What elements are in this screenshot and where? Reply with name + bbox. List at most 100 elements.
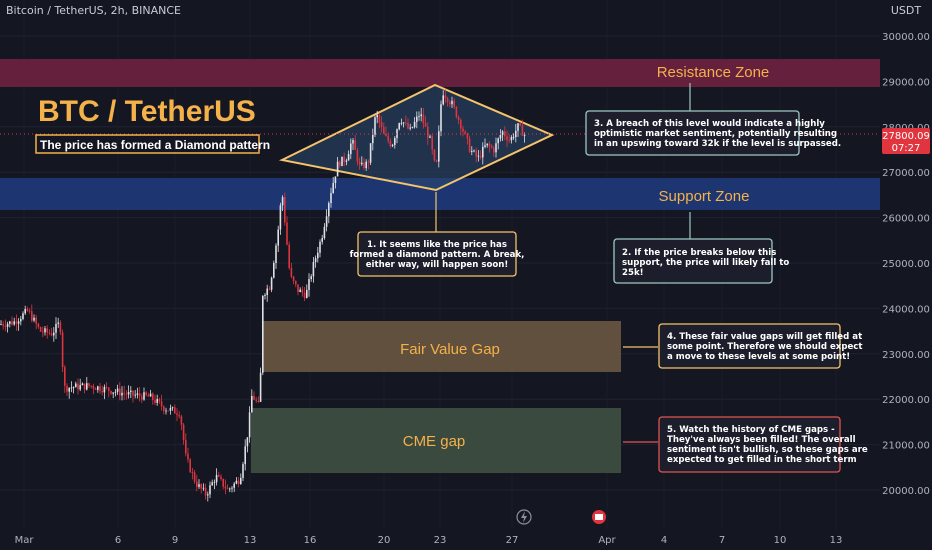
candle-body (389, 140, 392, 147)
candle-body (105, 386, 108, 388)
candle-body (279, 205, 282, 230)
candle-body (332, 183, 334, 194)
note-4-text: 4. These fair value gaps will get filled… (667, 332, 863, 362)
candle-body (163, 406, 165, 411)
candle-body (211, 482, 213, 486)
candle-body (277, 229, 279, 246)
candle-body (416, 116, 418, 122)
candle-body (420, 114, 422, 117)
candle-body (143, 392, 145, 400)
candle-body (435, 160, 438, 162)
candle-body (112, 392, 114, 394)
candle-body (281, 197, 284, 206)
candle-body (424, 123, 427, 127)
candle-body (72, 387, 75, 389)
candle-body (387, 135, 389, 141)
candle-body (519, 123, 521, 126)
candle-body (66, 385, 68, 392)
time-tick-label: 27 (506, 535, 519, 546)
candle-body (198, 484, 200, 487)
candle-body (255, 399, 257, 401)
candle-body (457, 117, 460, 120)
fvg-label: Fair Value Gap (400, 341, 500, 358)
candle-body (433, 149, 436, 161)
candle-body (55, 323, 57, 333)
candle-body (207, 494, 209, 496)
candle-body (460, 119, 462, 129)
candle-body (352, 140, 354, 144)
economic-event-icon[interactable] (592, 510, 606, 524)
current-price-value: 27800.09 (882, 131, 930, 142)
candle-body (147, 395, 150, 397)
chart-title: BTC / TetherUS (38, 95, 256, 128)
candle-body (259, 372, 262, 402)
candle-body (501, 131, 504, 135)
candle-body (343, 156, 345, 162)
candle-body (508, 140, 510, 142)
time-tick-label: 23 (434, 535, 447, 546)
candle-body (347, 154, 350, 161)
candle-body (174, 407, 176, 414)
symbol-info: Bitcoin / TetherUS, 2h, BINANCE (6, 4, 181, 17)
candle-body (354, 140, 356, 150)
candle-body (303, 292, 306, 298)
candle-body (394, 138, 396, 146)
candle-body (506, 136, 508, 141)
price-axis[interactable] (880, 0, 932, 530)
candle-body (94, 388, 97, 390)
candle-body (240, 477, 242, 485)
candle-body (191, 472, 194, 473)
candle-body (253, 395, 255, 400)
candle-body (123, 392, 125, 394)
candle-body (407, 122, 409, 129)
candle-body (521, 125, 524, 136)
candle-body (490, 146, 493, 148)
candle-body (244, 446, 246, 465)
candle-body (75, 383, 77, 388)
candle-body (391, 145, 394, 147)
candle-body (310, 276, 312, 280)
support-zone-label: Support Zone (659, 188, 750, 205)
note-line: either way, will happen soon! (366, 260, 509, 270)
candle-body (57, 322, 59, 324)
candle-body (497, 138, 499, 144)
candle-body (449, 102, 451, 105)
lightning-event-icon[interactable] (516, 509, 532, 525)
candle-body (68, 387, 70, 392)
candle-body (268, 288, 271, 290)
candle-body (125, 393, 128, 395)
note-line: They've always been filled! The overall (667, 435, 856, 445)
candle-body (2, 324, 4, 326)
candle-body (464, 131, 466, 134)
current-price-badge (882, 128, 930, 154)
candle-body (442, 95, 444, 105)
time-tick-label: 13 (244, 535, 257, 546)
candle-body (20, 319, 22, 322)
note-line: in an upswing toward 32k if the level is… (594, 139, 841, 149)
candle-body (400, 122, 403, 124)
candle-body (130, 390, 132, 392)
candle-body (477, 155, 480, 157)
candle-body (13, 321, 15, 325)
candle-body (154, 399, 156, 403)
candle-body (169, 407, 172, 411)
candle-body (193, 472, 196, 482)
note-line: 3. A breach of this level would indicate… (594, 119, 825, 129)
candle-body (345, 160, 348, 162)
candle-body (446, 98, 449, 103)
candle-body (317, 252, 319, 259)
candle-body (475, 150, 477, 157)
price-tick-label: 24000.00 (882, 304, 930, 315)
candle-body (336, 161, 339, 177)
candle-body (301, 289, 304, 293)
time-axis[interactable] (0, 530, 932, 550)
candle-body (312, 262, 315, 277)
candle-body (462, 128, 464, 132)
candle-body (486, 143, 488, 146)
price-tick-label: 20000.00 (882, 486, 930, 497)
candle-body (468, 138, 471, 152)
candle-body (325, 216, 328, 227)
note-3-text: 3. A breach of this level would indicate… (594, 119, 841, 149)
candle-body (176, 413, 178, 415)
